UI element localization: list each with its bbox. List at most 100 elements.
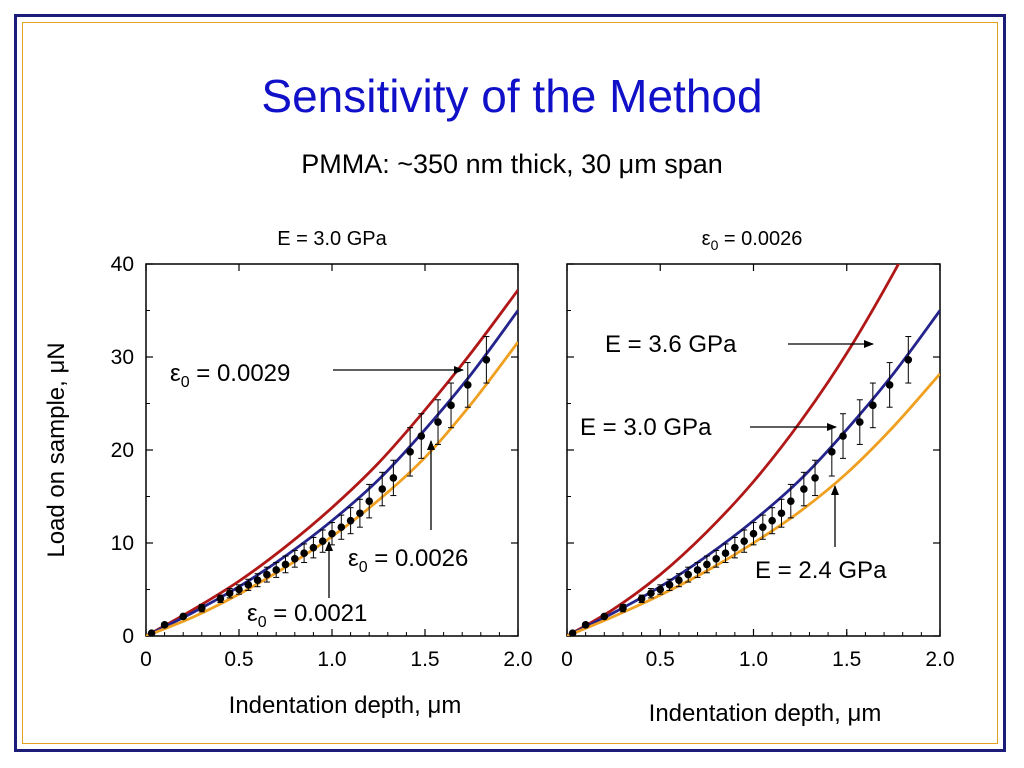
left-data-point xyxy=(235,585,243,594)
left-data-point xyxy=(318,537,327,545)
right-data-point xyxy=(581,621,590,629)
title-epsilon: ε xyxy=(702,228,711,250)
right-xtick-label: 0 xyxy=(561,648,573,671)
left-data-point xyxy=(160,621,169,629)
left-data-point xyxy=(216,595,225,603)
slide-subtitle: PMMA: ~350 nm thick, 30 μm span xyxy=(0,146,1024,182)
chart-right: ε0 = 0.0026 0 0.5 1.0 1.5 2.0 Indentation de… xyxy=(561,228,955,727)
right-data-point xyxy=(811,474,819,482)
left-data-point xyxy=(328,529,336,538)
chart-left: E = 3.0 GPa 0 0.5 1.0 1.5 2.0 0 10 20 30 40 Inden… xyxy=(43,228,533,719)
left-ytick-label: 30 xyxy=(111,346,134,369)
left-data-point xyxy=(309,543,318,552)
xlabel-text: Indentation depth, xyxy=(649,700,848,727)
left-data-point xyxy=(482,355,491,364)
chart-left-plot: 0 0.5 1.0 1.5 2.0 0 10 20 30 40 xyxy=(111,253,533,671)
left-plot-frame xyxy=(145,263,519,637)
left-series--0-0-0029 xyxy=(146,289,518,636)
left-xtick-label: 1.5 xyxy=(410,648,439,671)
chart-left-xlabel: Indentation depth, μm xyxy=(229,692,462,719)
left-data-point xyxy=(272,566,281,574)
subtitle-text-pre: PMMA: ~350 nm thick, 30 xyxy=(301,149,619,179)
right-data-point xyxy=(856,418,864,426)
right-data-point xyxy=(693,566,702,574)
annotation-e0-0026: ε0 = 0.0026 xyxy=(348,545,468,576)
chart-right-xlabel: Indentation depth, μm xyxy=(649,700,882,727)
annotation-epsilon: ε xyxy=(170,360,181,387)
annotation-value: = 0.0021 xyxy=(267,600,368,627)
slide-title: Sensitivity of the Method xyxy=(261,70,763,122)
left-ytick-label: 20 xyxy=(111,439,134,462)
annotation-subscript: 0 xyxy=(181,374,190,391)
left-series--0-0-0026 xyxy=(146,309,518,636)
chart-right-title: ε0 = 0.0026 xyxy=(702,228,803,253)
right-data-point xyxy=(768,516,776,525)
annotation-epsilon: ε xyxy=(348,545,359,572)
right-data-point xyxy=(787,497,795,505)
right-xtick-label: 2.0 xyxy=(925,648,954,671)
left-data-point xyxy=(300,549,308,558)
annotation-e-2-4: E = 2.4 GPa xyxy=(755,557,887,584)
annotation-e-3-0: E = 3.0 GPa xyxy=(580,414,712,441)
right-xtick-label: 0.5 xyxy=(646,648,675,671)
xlabel-unit: μm xyxy=(848,700,882,727)
right-data-point xyxy=(647,589,655,598)
left-xtick-label: 0 xyxy=(140,648,152,671)
xlabel-unit: μm xyxy=(428,692,462,719)
left-data-point xyxy=(346,516,355,525)
left-data-point xyxy=(365,497,374,505)
right-data-point xyxy=(703,560,711,569)
xlabel-text: Indentation depth, xyxy=(229,692,428,719)
left-data-points xyxy=(147,336,491,636)
right-data-point xyxy=(828,448,836,456)
right-xtick-label: 1.5 xyxy=(832,648,861,671)
right-data-point xyxy=(904,355,913,364)
title-subscript: 0 xyxy=(711,237,719,253)
subtitle-mu: μ xyxy=(618,149,635,179)
right-data-point xyxy=(600,612,609,621)
right-data-point xyxy=(712,555,720,563)
left-ytick-label: 40 xyxy=(111,253,134,276)
left-data-point xyxy=(281,560,290,569)
right-series-e-3-6-gpa xyxy=(567,264,901,636)
left-ytick-label: 0 xyxy=(122,625,134,648)
annotation-value: = 0.0029 xyxy=(190,360,291,387)
left-data-point xyxy=(198,604,206,612)
right-data-point xyxy=(800,485,808,493)
chart-right-plot: 0 0.5 1.0 1.5 2.0 xyxy=(561,263,955,671)
right-xtick-label: 1.0 xyxy=(739,648,768,671)
subtitle-text-post: m span xyxy=(634,149,723,179)
left-data-point xyxy=(225,589,234,598)
chart-left-title: E = 3.0 GPa xyxy=(277,228,387,250)
title-value: = 0.0026 xyxy=(718,228,802,250)
right-data-point xyxy=(675,576,683,584)
left-ytick-label: 10 xyxy=(111,532,134,555)
right-series-e-3-0-gpa xyxy=(567,309,940,636)
right-data-point xyxy=(885,381,894,389)
right-data-point xyxy=(839,432,847,440)
left-data-point xyxy=(447,401,455,410)
left-data-point xyxy=(417,432,426,440)
ylabel-unit: μN xyxy=(43,342,70,373)
right-data-point xyxy=(656,585,665,594)
left-xtick-label: 2.0 xyxy=(503,648,532,671)
left-data-point xyxy=(434,418,442,426)
right-data-point xyxy=(568,629,577,636)
right-data-points xyxy=(568,336,913,636)
right-data-point xyxy=(759,523,767,531)
left-xtick-label: 1.0 xyxy=(317,648,346,671)
left-curves xyxy=(146,289,518,636)
right-data-point xyxy=(619,604,627,612)
chart-left-ylabel: Load on sample, μN xyxy=(43,342,70,557)
slide-border-outer xyxy=(14,14,1006,752)
left-data-point xyxy=(244,581,253,589)
left-data-point xyxy=(179,612,187,621)
slide-border-inner xyxy=(22,22,998,744)
right-data-point xyxy=(637,595,646,603)
right-data-point xyxy=(749,529,758,538)
annotation-subscript: 0 xyxy=(359,559,368,576)
annotation-value: = 0.0026 xyxy=(368,545,469,572)
right-data-point xyxy=(721,549,730,558)
left-xtick-label: 0.5 xyxy=(224,648,253,671)
left-data-point xyxy=(147,629,156,636)
